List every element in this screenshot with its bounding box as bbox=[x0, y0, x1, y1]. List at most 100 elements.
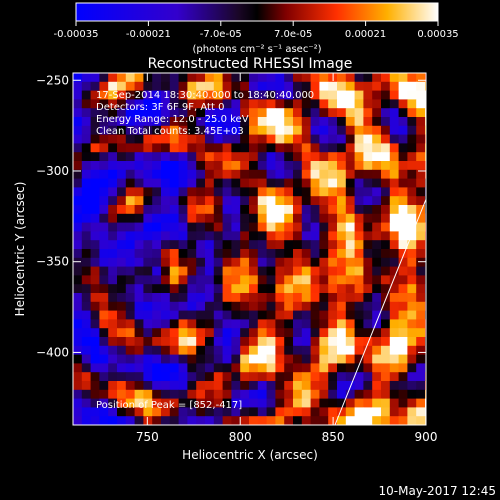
heatmap-cell bbox=[275, 398, 285, 408]
heatmap-cell bbox=[134, 381, 144, 391]
heatmap-cell bbox=[143, 161, 153, 171]
heatmap-cell bbox=[275, 134, 285, 144]
heatmap-cell bbox=[143, 337, 153, 347]
heatmap-cell bbox=[178, 389, 188, 399]
heatmap-cell bbox=[301, 345, 311, 355]
x-tick-label: 800 bbox=[229, 430, 252, 444]
heatmap-cell bbox=[143, 143, 153, 153]
heatmap-cell bbox=[73, 389, 83, 399]
heatmap-cell bbox=[196, 381, 206, 391]
heatmap-cell bbox=[169, 81, 179, 91]
heatmap-cell bbox=[196, 354, 206, 364]
heatmap-cell bbox=[249, 266, 259, 276]
heatmap-cell bbox=[363, 293, 373, 303]
heatmap-cell bbox=[381, 161, 391, 171]
heatmap-cell bbox=[152, 125, 162, 135]
heatmap-cell bbox=[407, 328, 417, 338]
heatmap-cell bbox=[372, 117, 382, 127]
heatmap-cell bbox=[363, 205, 373, 215]
heatmap-cell bbox=[169, 240, 179, 250]
heatmap-cell bbox=[354, 345, 364, 355]
colorbar-ticks: -0.00035 -0.00021 -7.0e-05 7.0e-05 0.00021 0.… bbox=[54, 21, 459, 40]
heatmap-cell bbox=[345, 152, 355, 162]
heatmap-cell bbox=[293, 293, 303, 303]
heatmap-cell bbox=[372, 81, 382, 91]
heatmap-cell bbox=[231, 293, 241, 303]
heatmap-cell bbox=[257, 249, 267, 259]
heatmap-cell bbox=[257, 231, 267, 241]
heatmap-cell bbox=[134, 213, 144, 223]
solar-limb-line bbox=[334, 197, 426, 425]
heatmap-cell bbox=[389, 345, 399, 355]
heatmap-cell bbox=[319, 328, 329, 338]
heatmap-cell bbox=[257, 125, 267, 135]
heatmap-cell bbox=[301, 187, 311, 197]
heatmap-cell bbox=[284, 301, 294, 311]
heatmap-cell bbox=[222, 73, 232, 83]
heatmap-cell bbox=[134, 301, 144, 311]
heatmap-cell bbox=[99, 161, 109, 171]
heatmap-cell bbox=[90, 249, 100, 259]
heatmap-cell bbox=[398, 407, 408, 417]
heatmap-cell bbox=[196, 152, 206, 162]
heatmap-cell bbox=[134, 354, 144, 364]
heatmap-cell bbox=[152, 284, 162, 294]
heatmap-cell bbox=[381, 117, 391, 127]
heatmap-cell bbox=[337, 134, 347, 144]
heatmap-cell bbox=[143, 240, 153, 250]
heatmap-cell bbox=[345, 407, 355, 417]
heatmap-cell bbox=[293, 196, 303, 206]
heatmap-cell bbox=[310, 187, 320, 197]
heatmap-cell bbox=[310, 319, 320, 329]
heatmap-cell bbox=[372, 178, 382, 188]
heatmap-cell bbox=[293, 125, 303, 135]
heatmap-cell bbox=[275, 266, 285, 276]
heatmap-cell bbox=[143, 372, 153, 382]
heatmap-cell bbox=[213, 178, 223, 188]
heatmap-cell bbox=[161, 310, 171, 320]
heatmap-cell bbox=[337, 284, 347, 294]
heatmap-cell bbox=[231, 125, 241, 135]
heatmap-cell bbox=[73, 363, 83, 373]
heatmap-cell bbox=[196, 363, 206, 373]
heatmap-cell bbox=[108, 108, 118, 118]
heatmap-cell bbox=[134, 222, 144, 232]
heatmap-cell bbox=[407, 161, 417, 171]
heatmap-cell bbox=[196, 319, 206, 329]
heatmap-cell bbox=[187, 372, 197, 382]
heatmap-cell bbox=[213, 231, 223, 241]
heatmap-cell bbox=[117, 407, 127, 417]
heatmap-cell bbox=[108, 407, 118, 417]
heatmap-cell bbox=[196, 293, 206, 303]
heatmap-cell bbox=[266, 319, 276, 329]
heatmap-cell bbox=[108, 205, 118, 215]
heatmap-cell bbox=[398, 108, 408, 118]
heatmap-cell bbox=[240, 222, 250, 232]
heatmap-cell bbox=[161, 231, 171, 241]
heatmap-cell bbox=[152, 73, 162, 83]
annotation-time-range: 17-Sep-2014 18:30:40.000 to 18:40:40.000 bbox=[96, 90, 314, 101]
heatmap-cell bbox=[222, 257, 232, 267]
heatmap-cell bbox=[161, 266, 171, 276]
heatmap-cell bbox=[99, 363, 109, 373]
heatmap-cell bbox=[178, 363, 188, 373]
heatmap-cell bbox=[319, 90, 329, 100]
heatmap-cell bbox=[240, 293, 250, 303]
heatmap-cell bbox=[161, 73, 171, 83]
heatmap-cell bbox=[319, 310, 329, 320]
heatmap-cell bbox=[108, 117, 118, 127]
heatmap-cell bbox=[354, 222, 364, 232]
heatmap-cell bbox=[222, 99, 232, 109]
heatmap-cell bbox=[389, 222, 399, 232]
heatmap-cell bbox=[389, 73, 399, 83]
heatmap-cell bbox=[354, 310, 364, 320]
heatmap-cell bbox=[257, 222, 267, 232]
heatmap-cell bbox=[389, 205, 399, 215]
heatmap-cell bbox=[73, 319, 83, 329]
heatmap-cell bbox=[108, 81, 118, 91]
heatmap-cell bbox=[363, 363, 373, 373]
heatmap-cell bbox=[328, 337, 338, 347]
heatmap-cell bbox=[337, 372, 347, 382]
heatmap-cell bbox=[134, 319, 144, 329]
